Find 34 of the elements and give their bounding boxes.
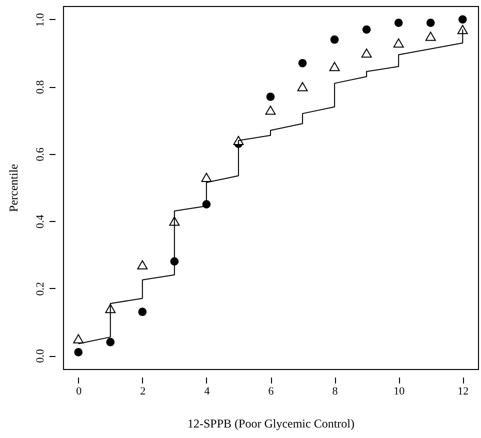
x-tick-label: 10 — [394, 386, 406, 398]
point — [138, 308, 147, 316]
x-tick-label: 2 — [140, 386, 146, 398]
y-axis-title: Percentile — [6, 164, 20, 212]
point — [361, 48, 372, 58]
y-tick-label: 0.8 — [34, 80, 46, 94]
point — [425, 32, 436, 41]
y-tick-label: 0.0 — [34, 348, 46, 363]
point — [426, 18, 435, 27]
point — [329, 62, 340, 72]
point — [73, 334, 84, 344]
x-tick-label: 0 — [76, 386, 82, 398]
point — [201, 172, 212, 182]
point — [394, 18, 403, 27]
x-tick-label: 6 — [268, 386, 274, 398]
x-tick-label: 4 — [204, 386, 210, 398]
point — [458, 15, 467, 24]
x-tick-label: 12 — [458, 386, 469, 398]
y-tick-label: 0.4 — [34, 214, 46, 228]
point — [137, 260, 148, 270]
point — [266, 92, 275, 101]
y-tick-label: 0.2 — [34, 282, 46, 296]
point — [74, 348, 83, 356]
point — [298, 58, 307, 68]
x-axis-title: 12-SPPB (Poor Glycemic Control) — [188, 416, 354, 430]
point — [330, 35, 339, 44]
y-tick-label: 1.0 — [34, 12, 46, 27]
point — [106, 338, 115, 346]
point — [393, 38, 404, 48]
point — [297, 82, 308, 92]
point — [362, 25, 371, 34]
x-tick-label: 8 — [332, 386, 338, 398]
y-tick-label: 0.6 — [34, 147, 46, 162]
point — [265, 106, 276, 115]
